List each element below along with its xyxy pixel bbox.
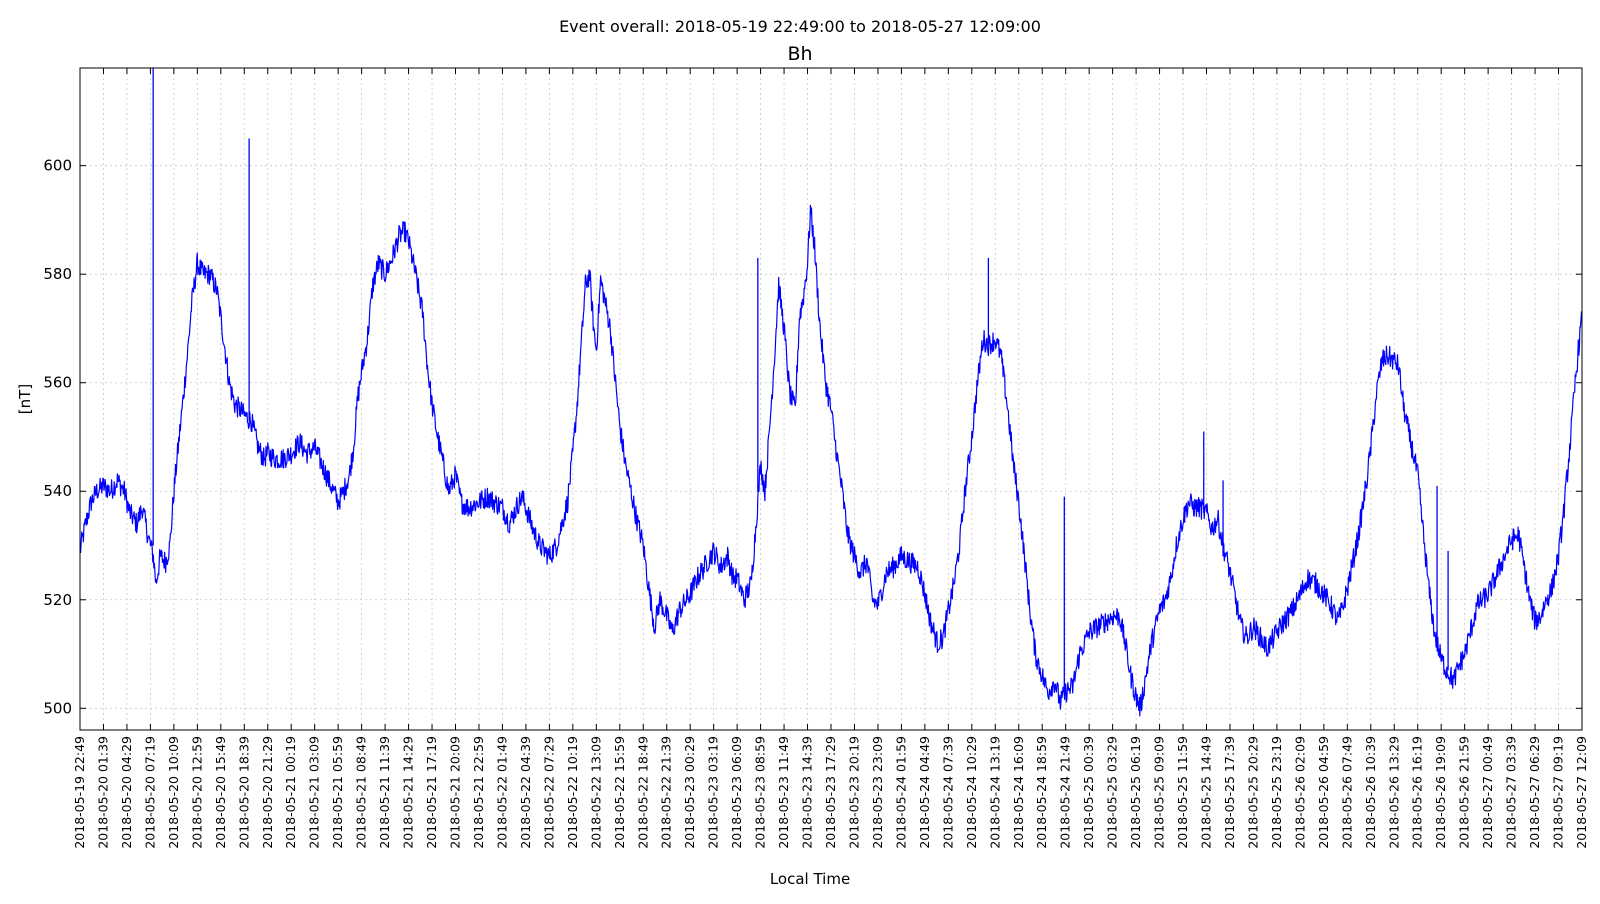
x-tick-label: 2018-05-24 21:49 [1058, 736, 1073, 849]
y-tick-label: 540 [43, 482, 72, 500]
x-tick-label: 2018-05-25 06:19 [1128, 736, 1143, 849]
x-tick-label: 2018-05-25 09:09 [1152, 736, 1167, 849]
x-tick-label: 2018-05-24 13:19 [987, 736, 1002, 849]
x-tick-label: 2018-05-21 14:29 [401, 736, 416, 849]
series-line-bh [79, 204, 1583, 717]
x-tick-label: 2018-05-27 09:19 [1551, 736, 1566, 849]
x-tick-label: 2018-05-21 00:19 [283, 736, 298, 849]
x-tick-label: 2018-05-19 22:49 [72, 736, 87, 849]
x-tick-label: 2018-05-25 20:29 [1245, 736, 1260, 849]
x-tick-label: 2018-05-20 01:39 [95, 736, 110, 849]
x-tick-label: 2018-05-27 00:49 [1480, 736, 1495, 849]
x-tick-label: 2018-05-26 04:59 [1316, 736, 1331, 849]
x-tick-label: 2018-05-26 19:09 [1433, 736, 1448, 849]
x-tick-label: 2018-05-21 08:49 [354, 736, 369, 849]
x-tick-label: 2018-05-22 15:59 [612, 736, 627, 849]
x-tick-label: 2018-05-20 10:09 [166, 736, 181, 849]
x-tick-label: 2018-05-26 10:39 [1363, 736, 1378, 849]
x-tick-label: 2018-05-25 17:39 [1222, 736, 1237, 849]
x-tick-label: 2018-05-23 17:29 [823, 736, 838, 849]
x-tick-label: 2018-05-20 15:49 [213, 736, 228, 849]
x-tick-label: 2018-05-26 21:59 [1457, 736, 1472, 849]
x-tick-label: 2018-05-24 07:39 [940, 736, 955, 849]
x-tick-label: 2018-05-22 10:19 [565, 736, 580, 849]
x-tick-label: 2018-05-21 05:59 [330, 736, 345, 849]
x-tick-label: 2018-05-23 14:39 [800, 736, 815, 849]
x-tick-label: 2018-05-23 08:59 [753, 736, 768, 849]
x-tick-label: 2018-05-24 18:59 [1034, 736, 1049, 849]
x-tick-label: 2018-05-24 01:59 [893, 736, 908, 849]
x-tick-label: 2018-05-23 06:09 [729, 736, 744, 849]
series-layer [79, 68, 1583, 717]
x-tick-label: 2018-05-25 00:39 [1081, 736, 1096, 849]
x-axis-label: Local Time [770, 870, 850, 888]
chart-title: Bh [787, 43, 812, 65]
y-axis-label: [nT] [16, 384, 34, 414]
x-tick-label: 2018-05-26 02:09 [1292, 736, 1307, 849]
x-tick-label: 2018-05-22 07:29 [541, 736, 556, 849]
x-tick-label: 2018-05-26 16:19 [1410, 736, 1425, 849]
y-tick-label: 500 [43, 699, 72, 717]
x-tick-label: 2018-05-23 00:29 [682, 736, 697, 849]
x-tick-label: 2018-05-23 11:49 [776, 736, 791, 849]
y-tick-label: 520 [43, 591, 72, 609]
x-tick-label: 2018-05-20 04:29 [119, 736, 134, 849]
y-tick-label: 580 [43, 265, 72, 283]
chart-suptitle: Event overall: 2018-05-19 22:49:00 to 20… [559, 17, 1041, 36]
grid [79, 68, 1583, 730]
x-tick-label: 2018-05-22 21:39 [659, 736, 674, 849]
x-tick-label: 2018-05-27 03:39 [1504, 736, 1519, 849]
x-tick-label: 2018-05-21 22:59 [471, 736, 486, 849]
x-tick-label: 2018-05-20 12:59 [189, 736, 204, 849]
x-tick-label: 2018-05-23 20:19 [846, 736, 861, 849]
x-tick-label: 2018-05-20 07:19 [142, 736, 157, 849]
x-tick-label: 2018-05-22 13:09 [588, 736, 603, 849]
x-tick-label: 2018-05-25 23:19 [1269, 736, 1284, 849]
x-tick-label: 2018-05-26 13:29 [1386, 736, 1401, 849]
x-tick-label: 2018-05-21 11:39 [377, 736, 392, 849]
x-tick-label: 2018-05-27 06:29 [1527, 736, 1542, 849]
x-tick-label: 2018-05-24 04:49 [917, 736, 932, 849]
x-tick-label: 2018-05-24 10:29 [964, 736, 979, 849]
y-tick-label: 600 [43, 157, 72, 175]
x-tick-label: 2018-05-22 04:39 [518, 736, 533, 849]
x-axis: 2018-05-19 22:49 2018-05-20 01:39 2018-05-… [72, 68, 1589, 849]
y-axis: 500 520 540 560 580 600 [43, 157, 1582, 717]
x-tick-label: 2018-05-21 03:09 [307, 736, 322, 849]
x-tick-label: 2018-05-21 17:19 [424, 736, 439, 849]
x-tick-label: 2018-05-23 23:09 [870, 736, 885, 849]
x-tick-label: 2018-05-25 11:59 [1175, 736, 1190, 849]
x-tick-label: 2018-05-26 07:49 [1339, 736, 1354, 849]
x-tick-label: 2018-05-20 21:29 [260, 736, 275, 849]
x-tick-label: 2018-05-22 01:49 [494, 736, 509, 849]
x-tick-label: 2018-05-24 16:09 [1011, 736, 1026, 849]
x-tick-label: 2018-05-21 20:09 [448, 736, 463, 849]
x-tick-label: 2018-05-25 03:29 [1105, 736, 1120, 849]
x-tick-label: 2018-05-27 12:09 [1574, 736, 1589, 849]
y-tick-label: 560 [43, 374, 72, 392]
x-tick-label: 2018-05-23 03:19 [706, 736, 721, 849]
x-tick-label: 2018-05-20 18:39 [236, 736, 251, 849]
x-tick-label: 2018-05-25 14:49 [1199, 736, 1214, 849]
x-tick-label: 2018-05-22 18:49 [635, 736, 650, 849]
